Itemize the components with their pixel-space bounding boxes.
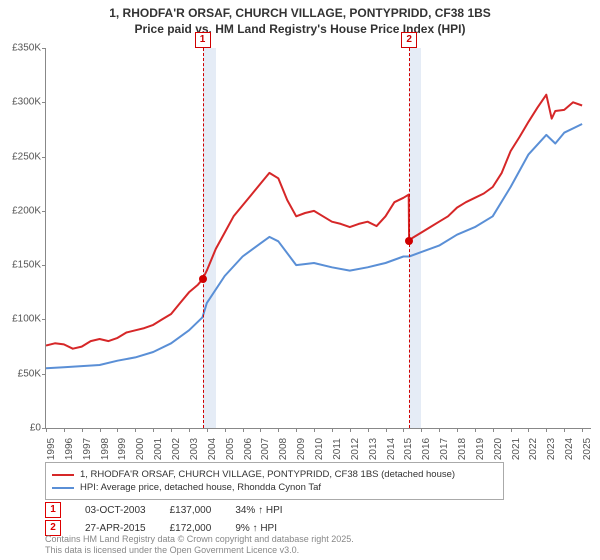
x-tick-label: 2015: [403, 438, 414, 460]
x-tick-label: 2018: [457, 438, 468, 460]
series-price_paid: [46, 95, 582, 349]
x-tick-label: 2004: [207, 438, 218, 460]
series-svg: [46, 48, 591, 428]
x-tick-label: 1997: [82, 438, 93, 460]
x-tick-label: 2000: [135, 438, 146, 460]
legend-swatch-price-paid: [52, 474, 74, 476]
x-tick-label: 1998: [100, 438, 111, 460]
y-tick-label: £200K: [1, 205, 41, 216]
x-tick-label: 2020: [493, 438, 504, 460]
x-tick-label: 2025: [582, 438, 593, 460]
x-tick-label: 2012: [350, 438, 361, 460]
x-tick-label: 2019: [475, 438, 486, 460]
y-tick-label: £300K: [1, 97, 41, 108]
sale-point: [199, 275, 207, 283]
y-tick-label: £250K: [1, 151, 41, 162]
x-tick-label: 2006: [243, 438, 254, 460]
y-tick-label: £150K: [1, 260, 41, 271]
transaction-price-1: £137,000: [170, 505, 212, 516]
legend-item-price-paid: 1, RHODFA'R ORSAF, CHURCH VILLAGE, PONTY…: [52, 469, 497, 480]
y-tick-label: £0: [1, 423, 41, 434]
legend-label-hpi: HPI: Average price, detached house, Rhon…: [80, 482, 321, 493]
x-tick-label: 2021: [511, 438, 522, 460]
transaction-delta-1: 34% ↑ HPI: [235, 505, 282, 516]
x-tick-label: 2023: [546, 438, 557, 460]
y-tick-label: £100K: [1, 314, 41, 325]
transaction-price-2: £172,000: [170, 523, 212, 534]
x-tick-label: 2001: [153, 438, 164, 460]
marker-badge: 1: [195, 32, 211, 48]
transaction-date-1: 03-OCT-2003: [85, 505, 146, 516]
x-tick-label: 2016: [421, 438, 432, 460]
x-tick-label: 1999: [117, 438, 128, 460]
transaction-date-2: 27-APR-2015: [85, 523, 146, 534]
legend: 1, RHODFA'R ORSAF, CHURCH VILLAGE, PONTY…: [45, 462, 504, 500]
title-line1: 1, RHODFA'R ORSAF, CHURCH VILLAGE, PONTY…: [0, 6, 600, 22]
x-tick-label: 1995: [46, 438, 57, 460]
x-tick-label: 2017: [439, 438, 450, 460]
x-tick-label: 2003: [189, 438, 200, 460]
x-tick-label: 1996: [64, 438, 75, 460]
legend-label-price-paid: 1, RHODFA'R ORSAF, CHURCH VILLAGE, PONTY…: [80, 469, 455, 480]
x-tick-label: 2002: [171, 438, 182, 460]
transaction-row-1: 1 03-OCT-2003 £137,000 34% ↑ HPI: [45, 502, 590, 518]
x-tick-label: 2014: [386, 438, 397, 460]
x-tick-label: 2007: [260, 438, 271, 460]
x-tick-label: 2011: [332, 438, 343, 460]
chart-area: £0£50K£100K£150K£200K£250K£300K£350K1995…: [45, 48, 590, 428]
transaction-badge-1: 1: [45, 502, 61, 518]
marker-badge: 2: [401, 32, 417, 48]
sale-point: [405, 237, 413, 245]
plot-region: £0£50K£100K£150K£200K£250K£300K£350K1995…: [45, 48, 591, 429]
legend-item-hpi: HPI: Average price, detached house, Rhon…: [52, 482, 497, 493]
title-line2: Price paid vs. HM Land Registry's House …: [0, 22, 600, 38]
marker-line: [203, 48, 204, 428]
y-tick-label: £50K: [1, 368, 41, 379]
chart-title: 1, RHODFA'R ORSAF, CHURCH VILLAGE, PONTY…: [0, 0, 600, 37]
footer-line2: This data is licensed under the Open Gov…: [45, 545, 354, 556]
x-tick-label: 2009: [296, 438, 307, 460]
footer-line1: Contains HM Land Registry data © Crown c…: [45, 534, 354, 545]
y-tick-label: £350K: [1, 43, 41, 54]
x-tick-label: 2005: [225, 438, 236, 460]
x-tick-label: 2013: [368, 438, 379, 460]
footer-attribution: Contains HM Land Registry data © Crown c…: [45, 534, 354, 556]
x-tick-label: 2022: [528, 438, 539, 460]
x-tick-label: 2024: [564, 438, 575, 460]
transaction-delta-2: 9% ↑ HPI: [235, 523, 277, 534]
x-tick-label: 2010: [314, 438, 325, 460]
legend-swatch-hpi: [52, 487, 74, 489]
x-tick-label: 2008: [278, 438, 289, 460]
